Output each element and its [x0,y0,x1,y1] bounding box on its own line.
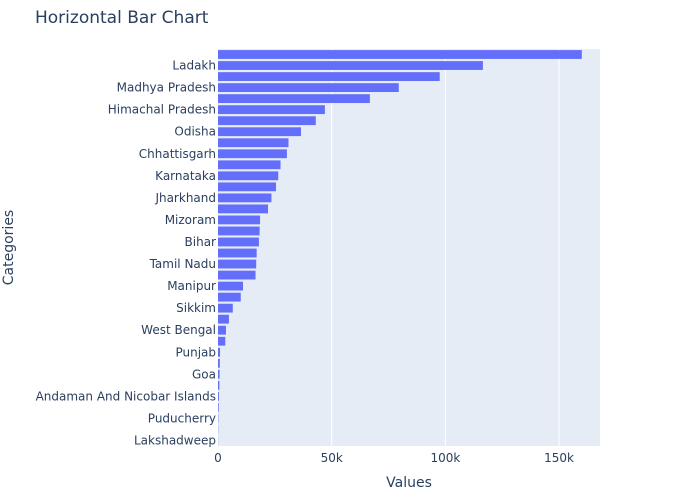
x-tick-label: 50k [321,451,343,465]
y-tick-labels: Ladakh Madhya Pradesh Himachal Pradesh Odis… [36,59,216,448]
x-tick-label: 150k [544,451,574,465]
bar[interactable] [218,226,260,236]
bar[interactable] [218,292,241,302]
bar[interactable] [218,259,257,269]
bar[interactable] [218,248,257,258]
x-axis-title: Values [386,475,432,491]
y-tick-label: Chhattisgarh [139,147,216,161]
bar[interactable] [218,402,219,412]
bar[interactable] [218,237,259,247]
y-tick-label: Mizoram [165,213,216,227]
y-tick-label: Tamil Nadu [149,257,216,271]
bar[interactable] [218,270,256,280]
y-tick-label: West Bengal [141,323,216,337]
y-tick-label: Himachal Pradesh [108,103,216,117]
y-tick-label: Puducherry [148,411,216,425]
bar[interactable] [218,61,483,70]
bar[interactable] [218,116,316,126]
y-tick-label: Madhya Pradesh [117,81,216,95]
y-tick-label: Ladakh [172,59,216,73]
bar[interactable] [218,347,221,357]
bar[interactable] [218,314,229,324]
bar[interactable] [218,369,220,379]
bars [218,50,582,445]
bar[interactable] [218,215,261,225]
y-tick-label: Lakshadweep [134,433,216,447]
y-tick-label: Odisha [174,125,216,139]
bar[interactable] [218,127,301,137]
bar[interactable] [218,204,269,214]
bar[interactable] [218,149,287,159]
bar[interactable] [218,138,289,148]
bar[interactable] [218,83,399,93]
bar[interactable] [218,171,279,181]
plot-background [218,49,600,446]
y-tick-label: Jharkhand [154,191,216,205]
grid-lines [331,49,560,446]
bar[interactable] [218,303,233,313]
y-axis-title: Categories [1,210,17,285]
chart-title: Horizontal Bar Chart [35,8,209,28]
x-tick-label: 100k [430,451,460,465]
y-tick-label: Karnataka [155,169,216,183]
x-tick-labels: 0 50k 100k 150k [214,451,574,465]
bar[interactable] [218,281,244,291]
x-tick-label: 0 [214,451,222,465]
bar[interactable] [218,358,220,368]
bar[interactable] [218,193,272,203]
bar[interactable] [218,336,226,346]
y-tick-label: Goa [192,367,216,381]
bar[interactable] [218,72,440,81]
bar[interactable] [218,182,276,192]
y-tick-label: Sikkim [176,301,216,315]
y-tick-label: Bihar [185,235,217,249]
bar[interactable] [218,380,220,390]
bar[interactable] [218,105,325,115]
bar[interactable] [218,160,281,170]
y-tick-label: Manipur [167,279,216,293]
y-tick-label: Andaman And Nicobar Islands [36,389,216,403]
bar[interactable] [218,391,219,401]
bar[interactable] [218,325,226,335]
y-tick-label: Punjab [175,345,216,359]
bar[interactable] [218,94,370,104]
bar[interactable] [218,50,582,59]
